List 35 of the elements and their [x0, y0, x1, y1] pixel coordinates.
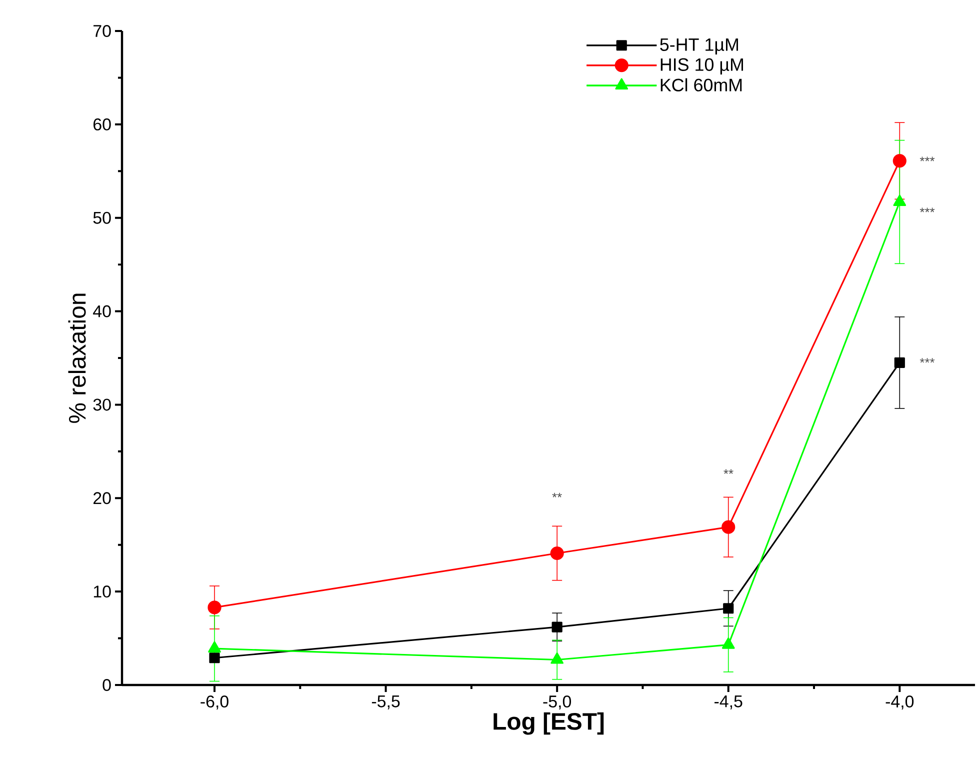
x-tick-label: -4,5 [714, 696, 742, 710]
y-tick-label: 40 [93, 305, 111, 318]
legend-label: KCl 60mM [660, 78, 742, 92]
y-tick-label: 30 [93, 398, 111, 411]
annotation: *** [920, 358, 935, 363]
y-tick-label: 50 [93, 212, 111, 224]
point [722, 638, 735, 649]
legend-label: 5-HT 1µM [660, 38, 738, 55]
point [892, 154, 906, 168]
x-axis-title: Log [EST] [494, 712, 604, 735]
point [723, 603, 734, 614]
annotation: *** [920, 156, 935, 162]
annotation: *** [920, 208, 935, 212]
y-tick-label: 70 [94, 24, 111, 37]
point [550, 546, 564, 560]
point [208, 600, 222, 614]
point [552, 622, 562, 632]
point [722, 520, 736, 534]
y-tick-label: 0 [102, 678, 111, 691]
y-tick-label: 20 [94, 492, 111, 504]
point [209, 652, 220, 664]
x-tick-label: -4,0 [886, 696, 914, 710]
x-tick-label: -6,0 [200, 696, 228, 710]
y-tick-label: 10 [94, 586, 111, 598]
point [893, 194, 906, 206]
y-tick-label: 60 [94, 118, 111, 130]
x-tick-label: -5,5 [372, 696, 400, 710]
point [208, 641, 221, 653]
legend-label: HIS 10 µM [660, 58, 743, 75]
annotation: ** [724, 469, 734, 474]
point [894, 357, 905, 368]
annotation: ** [552, 492, 562, 498]
point [550, 652, 564, 664]
y-axis-title: % relaxation [68, 294, 86, 423]
x-tick-label: -5,0 [543, 696, 572, 710]
